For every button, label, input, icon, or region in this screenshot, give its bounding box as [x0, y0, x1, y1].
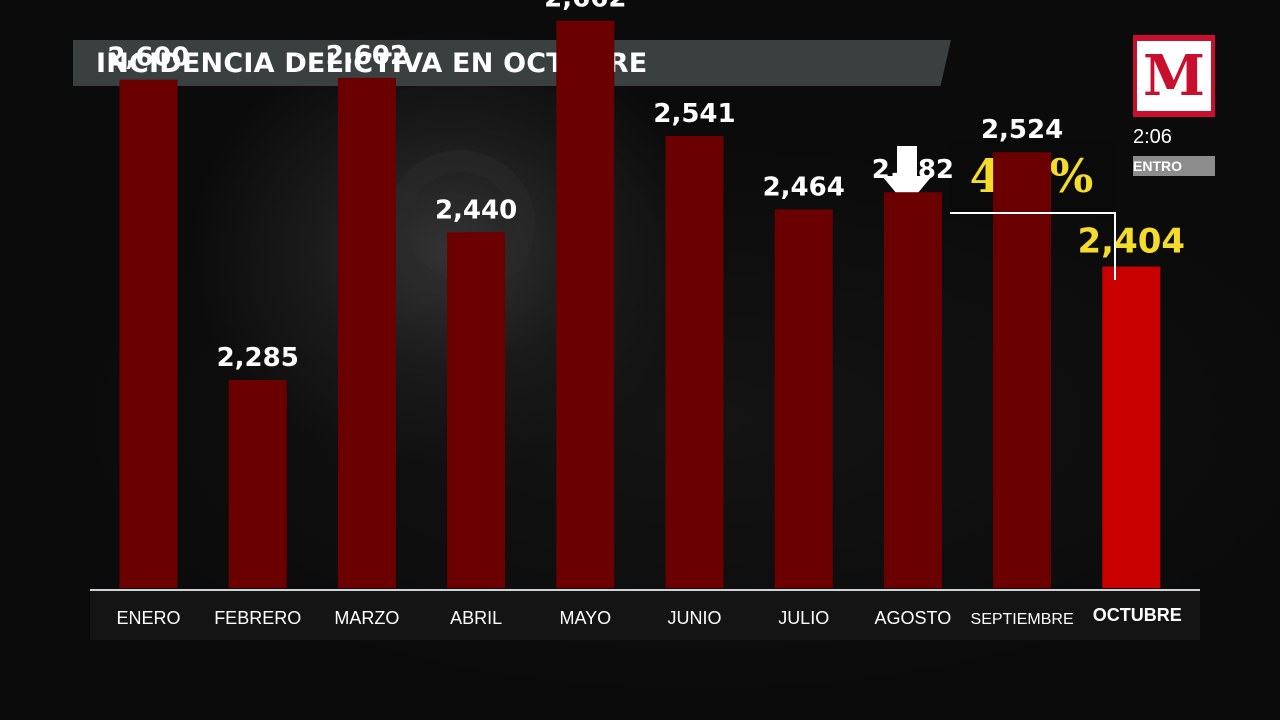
- channel-logo: M: [1133, 35, 1215, 117]
- bar-marzo: [337, 77, 396, 588]
- category-label-octubre: OCTUBRE: [1093, 605, 1182, 625]
- value-label-abril: 2,440: [435, 195, 517, 225]
- value-label-octubre: 2,404: [1078, 222, 1186, 262]
- bar-enero: [119, 79, 178, 588]
- category-label-marzo: MARZO: [334, 608, 399, 628]
- bar-septiembre: [993, 152, 1052, 589]
- chart-title: INCIDENCIA DELICTIVA EN OCTUBRE: [96, 48, 648, 79]
- arrow-down-icon: [882, 146, 932, 206]
- bar-abril: [447, 232, 506, 588]
- value-label-junio: 2,541: [653, 99, 735, 129]
- bar-julio: [774, 209, 833, 588]
- category-label-band: [90, 590, 1200, 640]
- callout-connector-line: [950, 212, 1116, 280]
- bar-mayo: [556, 20, 615, 588]
- category-label-junio: JUNIO: [668, 608, 722, 628]
- value-label-mayo: 2,662: [544, 0, 626, 14]
- value-label-septiembre: 2,524: [981, 115, 1063, 145]
- category-label-febrero: FEBRERO: [214, 608, 301, 628]
- value-label-marzo: 2,602: [326, 41, 408, 71]
- value-label-febrero: 2,285: [217, 343, 299, 373]
- value-label-julio: 2,464: [763, 172, 845, 202]
- title-banner: [73, 40, 951, 86]
- bar-junio: [665, 135, 724, 588]
- category-label-agosto: AGOSTO: [875, 608, 952, 628]
- clock-readout: 2:06: [1133, 126, 1172, 148]
- ticker-tag: ENTRO: [1133, 156, 1215, 176]
- category-label-enero: ENERO: [116, 608, 180, 628]
- value-label-enero: 2,600: [107, 43, 189, 73]
- logo-letter: M: [1143, 43, 1205, 109]
- category-label-julio: JULIO: [778, 608, 829, 628]
- bar-agosto: [883, 192, 942, 588]
- value-label-agosto: 2,482: [872, 155, 954, 185]
- category-label-abril: ABRIL: [450, 608, 502, 628]
- category-label-septiembre: SEPTIEMBRE: [971, 611, 1074, 628]
- bar-febrero: [228, 380, 287, 588]
- category-label-mayo: MAYO: [559, 608, 611, 628]
- bar-octubre: [1102, 266, 1161, 588]
